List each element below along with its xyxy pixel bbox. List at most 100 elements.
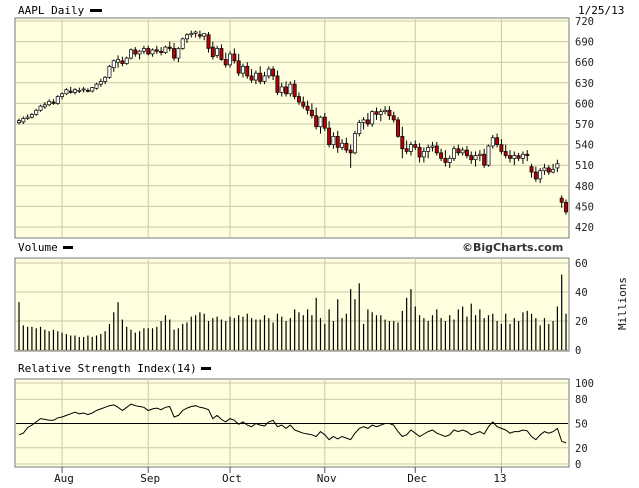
candle [232,48,237,64]
candle [150,48,155,57]
candle [542,163,547,175]
candle [133,47,138,57]
candle [413,140,418,151]
price-tick-label: 570 [575,119,594,131]
rsi-label: Relative Strength Index(14) [18,362,197,375]
candle [249,69,254,83]
candle [564,199,568,215]
candle [469,151,474,164]
candle [219,44,224,61]
candle [322,113,327,131]
candle [90,86,95,93]
price-tick-label: 540 [575,140,594,152]
candle [499,139,504,155]
candle [120,56,125,67]
candle [103,75,108,85]
candle [189,30,194,38]
candle [546,165,551,175]
watermark: ©BigCharts.com [462,241,563,254]
rsi-tick-label: 100 [575,378,594,390]
candle [383,106,388,115]
candle [172,42,177,61]
candle [124,56,129,65]
candle [396,117,400,138]
candle [228,51,232,68]
candle [503,144,508,159]
symbol-menu-icon[interactable] [90,9,102,12]
candle [533,166,538,182]
candle [210,41,215,60]
candle [482,148,487,168]
month-label: Nov [317,472,337,485]
candle [193,30,198,38]
candle [245,62,250,79]
candle [185,33,189,43]
candle [374,107,379,120]
rsi-line [18,403,567,444]
candle [357,119,362,137]
candle [279,82,284,97]
price-tick-label: 510 [575,160,594,172]
candle [421,147,426,163]
candle [551,163,556,174]
candle [116,55,121,68]
candle [42,102,47,109]
candle [159,47,164,56]
candle [426,144,431,159]
candle [439,148,444,162]
candle [486,144,491,167]
candle [288,81,293,97]
candle [202,33,207,41]
candle [508,150,512,163]
candle [236,53,241,76]
candle [241,63,245,78]
candle [146,45,151,56]
volume-axis: 60 40 20 0 [575,258,588,357]
candle [460,147,465,156]
month-label: Aug [54,472,74,485]
volume-menu-icon[interactable] [63,246,73,249]
candle [94,82,99,90]
candle [154,45,159,54]
date-label: 1/25/13 [578,4,624,17]
candle [129,48,133,60]
candle [378,108,383,122]
candle [408,141,413,156]
price-tick-label: 450 [575,201,594,213]
candle [51,99,56,105]
candle [391,111,396,123]
candle [284,81,288,97]
candle [327,121,332,148]
volume-tick-label: 40 [575,287,588,299]
rsi-tick-label: 50 [575,419,588,431]
candle [443,150,448,167]
candle [197,30,202,39]
candle [331,132,336,149]
candle [21,116,26,124]
candle [452,145,456,162]
volume-panel [14,257,570,352]
candle [297,92,301,105]
candle [292,80,297,100]
price-tick-label: 630 [575,78,594,90]
candle [417,143,422,163]
candle [215,45,220,59]
candle [370,110,375,127]
candle [353,130,357,155]
candle [85,88,90,93]
rsi-menu-icon[interactable] [201,367,211,370]
candle [490,134,495,149]
candle [77,87,82,94]
candle [111,59,116,72]
candle [68,86,73,94]
candle [266,66,271,79]
candle [55,95,60,105]
candle [516,152,521,162]
candle [176,47,181,63]
candle [404,140,409,155]
candle [447,155,452,168]
candle [477,150,482,162]
price-panel [14,17,570,239]
volume-tick-label: 20 [575,316,588,328]
